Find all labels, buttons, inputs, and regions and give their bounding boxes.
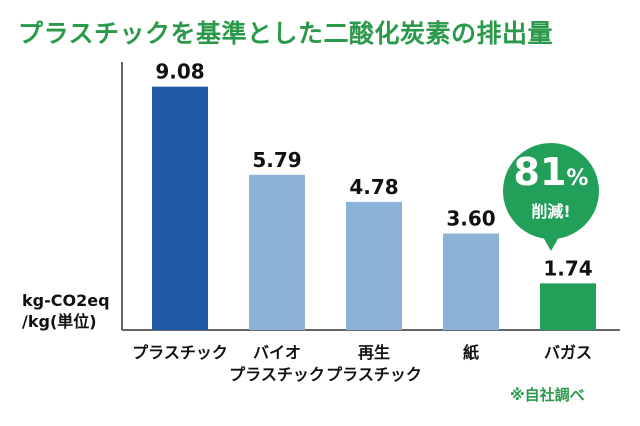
category-label-3-0: 紙 xyxy=(463,343,479,362)
category-label-1-1: プラスチック xyxy=(229,365,325,384)
percent-sign: % xyxy=(566,166,589,191)
category-label-4-0: バガス xyxy=(544,343,592,362)
reduction-percent: 81% xyxy=(503,149,599,202)
bar-0 xyxy=(152,86,208,330)
bar-1 xyxy=(249,174,305,330)
value-label-4: 1.74 xyxy=(543,256,592,280)
value-label-0: 9.08 xyxy=(155,60,204,84)
reduction-callout-bubble: 81% 削減! xyxy=(503,143,599,251)
unit-line-2: /kg(単位) xyxy=(22,312,97,331)
unit-line-1: kg-CO2eq xyxy=(22,291,110,310)
category-label-2-0: 再生 xyxy=(358,343,390,362)
bar-2 xyxy=(346,201,402,330)
chart-title: プラスチックを基準とした二酸化炭素の排出量 xyxy=(18,19,554,48)
category-label-0-0: プラスチック xyxy=(132,343,228,362)
bar-3 xyxy=(443,233,499,330)
value-label-2: 4.78 xyxy=(349,175,398,199)
value-label-3: 3.60 xyxy=(446,207,495,231)
value-label-1: 5.79 xyxy=(252,148,301,172)
reduction-label: 削減! xyxy=(531,202,571,221)
reduction-percent-value: 81 xyxy=(513,150,567,194)
footnote: ※自社調べ xyxy=(510,386,585,404)
category-label-1-0: バイオ xyxy=(253,343,301,362)
category-label-2-1: プラスチック xyxy=(326,365,422,384)
y-axis-unit-label: kg-CO2eq /kg(単位) xyxy=(22,290,110,332)
bar-4 xyxy=(540,283,596,330)
